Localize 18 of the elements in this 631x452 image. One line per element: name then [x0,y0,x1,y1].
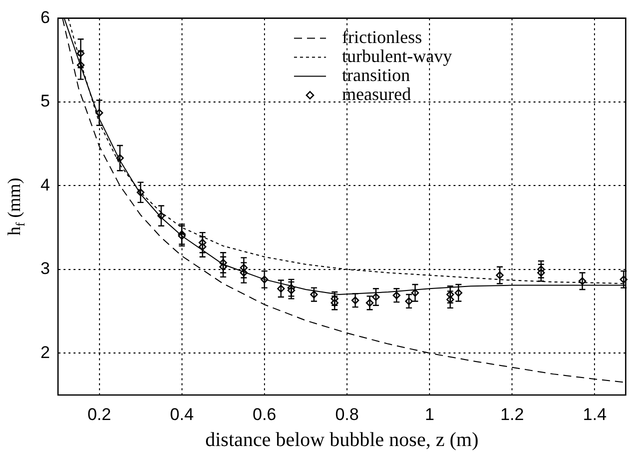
x-tick-label: 0.2 [87,404,112,424]
y-tick-label: 2 [40,342,50,362]
y-tick-label: 3 [40,259,50,278]
x-tick-label: 1.2 [500,404,524,424]
x-tick-label: 1 [424,404,434,424]
x-tick-label: 0.6 [252,404,276,424]
legend-label: frictionless [342,26,422,47]
legend-label: transition [342,64,410,85]
legend-label: turbulent-wavy [342,46,452,66]
x-tick-label: 0.4 [170,404,194,424]
y-axis-title: hf (mm) [4,178,28,236]
y-tick-label: 5 [40,92,50,111]
y-tick-label: 6 [40,8,50,27]
legend-label: measured [342,84,411,104]
x-tick-label: 0.8 [335,404,359,424]
y-tick-label: 4 [40,175,50,194]
x-axis-title: distance below bubble nose, z (m) [205,429,478,451]
x-tick-label: 1.4 [582,404,607,424]
